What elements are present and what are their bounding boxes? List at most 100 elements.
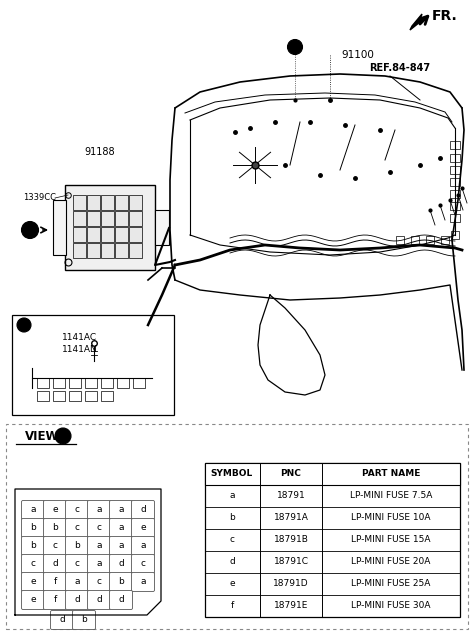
Bar xyxy=(129,227,142,242)
Text: a: a xyxy=(118,505,124,514)
Text: LP-MINI FUSE 30A: LP-MINI FUSE 30A xyxy=(351,601,431,610)
Text: d: d xyxy=(118,559,124,568)
FancyBboxPatch shape xyxy=(88,500,110,519)
Circle shape xyxy=(288,39,302,55)
Bar xyxy=(450,190,460,198)
Text: c: c xyxy=(140,559,146,568)
FancyBboxPatch shape xyxy=(21,500,45,519)
Text: b: b xyxy=(30,542,36,551)
FancyBboxPatch shape xyxy=(65,500,89,519)
FancyBboxPatch shape xyxy=(21,554,45,573)
Bar xyxy=(12,315,174,415)
Text: LP-MINI FUSE 10A: LP-MINI FUSE 10A xyxy=(351,514,431,523)
Text: e: e xyxy=(52,505,58,514)
Bar xyxy=(129,243,142,258)
Bar xyxy=(129,195,142,210)
Text: c: c xyxy=(74,559,80,568)
FancyBboxPatch shape xyxy=(131,500,155,519)
Text: a: a xyxy=(96,542,102,551)
Text: a: a xyxy=(74,577,80,587)
FancyBboxPatch shape xyxy=(65,537,89,556)
FancyBboxPatch shape xyxy=(88,591,110,610)
Bar xyxy=(133,378,145,388)
Text: LP-MINI FUSE 7.5A: LP-MINI FUSE 7.5A xyxy=(350,491,432,500)
FancyBboxPatch shape xyxy=(131,573,155,591)
Text: b: b xyxy=(229,514,235,523)
Text: a: a xyxy=(21,321,27,330)
Bar xyxy=(87,195,100,210)
Text: f: f xyxy=(54,577,56,587)
Bar xyxy=(450,166,460,174)
Text: e: e xyxy=(30,577,36,587)
Bar xyxy=(87,227,100,242)
Text: f: f xyxy=(54,596,56,605)
Bar xyxy=(450,202,460,210)
FancyBboxPatch shape xyxy=(88,519,110,537)
Text: REF.84-847: REF.84-847 xyxy=(369,63,430,73)
Text: c: c xyxy=(97,523,101,533)
Text: 18791D: 18791D xyxy=(273,580,309,589)
Bar xyxy=(205,463,460,617)
Bar xyxy=(69,378,81,388)
Bar xyxy=(117,378,129,388)
Text: LP-MINI FUSE 15A: LP-MINI FUSE 15A xyxy=(351,535,431,544)
FancyBboxPatch shape xyxy=(109,554,133,573)
Text: d: d xyxy=(118,596,124,605)
FancyBboxPatch shape xyxy=(44,554,66,573)
Text: e: e xyxy=(30,596,36,605)
Text: e: e xyxy=(140,523,146,533)
FancyBboxPatch shape xyxy=(21,537,45,556)
Bar xyxy=(115,211,128,226)
Bar xyxy=(115,243,128,258)
Bar xyxy=(101,227,114,242)
Text: a: a xyxy=(140,577,146,587)
Text: c: c xyxy=(229,535,235,544)
FancyBboxPatch shape xyxy=(21,591,45,610)
FancyBboxPatch shape xyxy=(65,554,89,573)
Bar xyxy=(101,211,114,226)
FancyBboxPatch shape xyxy=(131,554,155,573)
Text: a: a xyxy=(96,559,102,568)
Bar xyxy=(129,211,142,226)
Bar xyxy=(101,378,113,388)
Bar xyxy=(73,243,86,258)
Bar xyxy=(85,378,97,388)
Bar xyxy=(441,236,449,244)
FancyBboxPatch shape xyxy=(73,610,95,629)
Text: 1141AN: 1141AN xyxy=(62,345,98,354)
Bar xyxy=(155,210,169,245)
Text: A: A xyxy=(27,225,33,235)
FancyBboxPatch shape xyxy=(65,591,89,610)
Bar xyxy=(451,231,459,239)
Text: FR.: FR. xyxy=(432,9,458,23)
Text: 18791B: 18791B xyxy=(273,535,309,544)
Bar xyxy=(411,236,419,244)
FancyBboxPatch shape xyxy=(88,573,110,591)
Bar xyxy=(396,236,404,244)
Bar xyxy=(87,243,100,258)
Bar xyxy=(101,391,113,401)
Circle shape xyxy=(17,318,31,332)
FancyBboxPatch shape xyxy=(65,519,89,537)
Text: VIEW: VIEW xyxy=(25,429,60,443)
Text: PART NAME: PART NAME xyxy=(362,469,420,479)
Text: 91188: 91188 xyxy=(85,147,115,157)
Bar xyxy=(450,178,460,186)
Text: 1339CC: 1339CC xyxy=(24,194,56,203)
FancyBboxPatch shape xyxy=(131,519,155,537)
Text: d: d xyxy=(52,559,58,568)
FancyBboxPatch shape xyxy=(109,519,133,537)
Text: a: a xyxy=(229,491,235,500)
Text: LP-MINI FUSE 20A: LP-MINI FUSE 20A xyxy=(351,558,431,566)
Bar xyxy=(450,141,460,149)
Bar xyxy=(205,463,460,485)
Text: LP-MINI FUSE 25A: LP-MINI FUSE 25A xyxy=(351,580,431,589)
FancyBboxPatch shape xyxy=(88,537,110,556)
Text: 18791A: 18791A xyxy=(273,514,309,523)
Bar xyxy=(426,236,434,244)
FancyBboxPatch shape xyxy=(44,591,66,610)
Text: d: d xyxy=(74,596,80,605)
Text: d: d xyxy=(96,596,102,605)
Text: d: d xyxy=(59,615,65,624)
FancyBboxPatch shape xyxy=(44,573,66,591)
